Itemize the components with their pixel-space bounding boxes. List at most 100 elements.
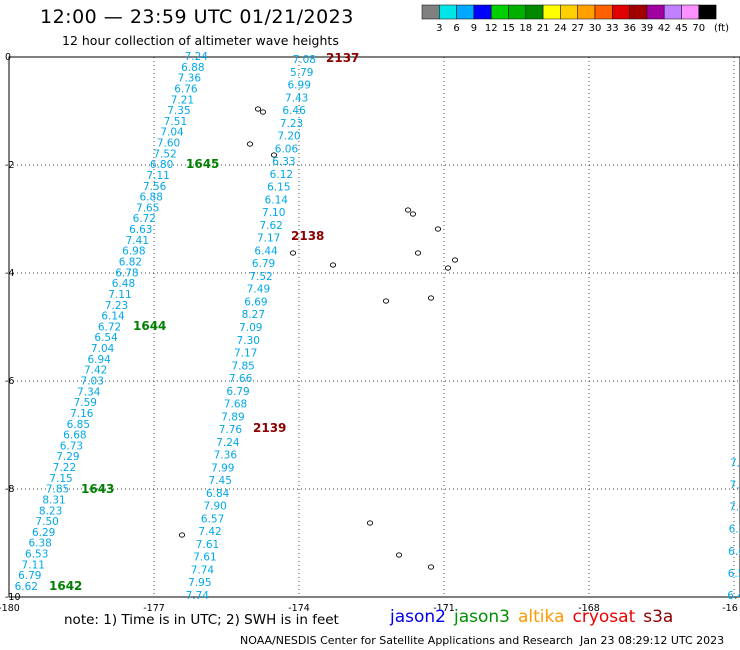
scale-unit-label: (ft) [714, 23, 729, 34]
wave-height-label: 7.90 [203, 501, 226, 513]
satellite-legend-entry: s3a [643, 607, 674, 627]
wave-height-label: 6.69 [244, 296, 267, 308]
wave-height-label: 6.48 [112, 278, 135, 290]
island-outline [444, 265, 452, 271]
wave-height-label: 7.29 [56, 451, 79, 463]
scale-tick-label: 9 [471, 23, 477, 34]
pass-number-label: 1645 [186, 157, 219, 171]
wave-height-label: 8.23 [39, 505, 62, 517]
wave-height-label: 7.23 [105, 300, 128, 312]
wave-height-label: 6.80 [150, 159, 173, 171]
pass-number-label: 1642 [49, 579, 82, 593]
wave-height-label: 6.57 [201, 513, 224, 525]
wave-height-label: 7.30 [237, 335, 260, 347]
scale-tick-label: 30 [589, 23, 602, 34]
satellite-legend-entry: jason3 [454, 607, 510, 627]
scale-tick-label: 70 [692, 23, 705, 34]
wave-height-label: 6.29 [32, 527, 55, 539]
wave-height-label: 7.66 [229, 373, 253, 385]
wave-height-label: 6.98 [122, 246, 145, 258]
x-tick-label: -177 [143, 603, 165, 614]
pass-number-label: 1643 [81, 482, 114, 496]
wave-height-label: 6.12 [270, 169, 293, 181]
wave-height-label: 6.33 [272, 156, 295, 168]
wave-height-label: 7.35 [167, 105, 190, 117]
wave-height-label: 7.89 [221, 411, 244, 423]
y-tick-label: -4 [5, 268, 14, 279]
satellite-legend-entry: cryosat [572, 607, 636, 627]
pass-number-label: 2139 [253, 421, 286, 435]
satellite-legend: jason2 jason3 altika cryosat s3a [390, 607, 681, 627]
wave-height-label: 7.04 [160, 127, 184, 139]
wave-height-label: 7.23 [280, 118, 303, 130]
wave-height-label: 6.14 [265, 194, 289, 206]
page-title: 12:00 — 23:59 UTC 01/21/2023 [40, 6, 354, 28]
y-tick-label: -10 [5, 592, 21, 603]
wave-height-label: 7.49 [247, 284, 270, 296]
wave-height-label: 7.74 [191, 564, 215, 576]
wave-height-label: 7.36 [178, 73, 202, 85]
wave-height-label: 7.11 [108, 289, 131, 301]
island-outline [270, 152, 278, 158]
wave-height-label: 7.43 [285, 92, 308, 104]
wave-height-label: 7.74 [186, 590, 210, 602]
wave-height-label: 7.17 [257, 233, 280, 245]
wave-height-label: 7.15 [49, 473, 72, 485]
generated-timestamp: Jan 23 08:29:12 UTC 2023 [580, 634, 725, 647]
scale-tick-label: 3 [436, 23, 442, 34]
wave-height-label: 7.51 [164, 116, 187, 128]
wave-height-label: 7.20 [277, 131, 300, 143]
wave-height-label: 6.85 [67, 419, 90, 431]
wave-height-label: 6.53 [25, 549, 48, 561]
island-outline [178, 532, 186, 538]
wave-height-label: 8.27 [242, 309, 265, 321]
wave-height-label: 7.50 [35, 516, 58, 528]
wave-height-label: 6.54 [94, 332, 118, 344]
x-tick-label: -171 [433, 603, 455, 614]
wave-height-label: 6.94 [87, 354, 111, 366]
wave-height-label: 6.15 [267, 182, 290, 194]
wave-height-label: 7.62 [259, 220, 282, 232]
wave-height-label: 7.52 [249, 271, 272, 283]
wave-height-label: 7.24 [216, 437, 240, 449]
island-outline [427, 564, 435, 570]
wave-height-label: 6.72 [133, 213, 156, 225]
scale-tick-label: 15 [502, 23, 515, 34]
wave-height-label: 7.99 [211, 462, 234, 474]
wave-height-label: 7.08 [293, 54, 316, 66]
color-scale-legend: 3 6 9 12 15 18 21 24 27 30 33 36 39 42 45 70 (ft) [421, 4, 729, 34]
wave-height-label: 6.5 [729, 524, 740, 536]
wave-height-label: 6.72 [98, 321, 121, 333]
scale-tick-label: 12 [485, 23, 498, 34]
wave-height-label: 7.45 [209, 475, 232, 487]
wave-height-label: 7.52 [153, 148, 176, 160]
satellite-legend-entry: altika [518, 607, 565, 627]
wave-height-label: 7.56 [143, 181, 167, 193]
wave-height-label: 7.21 [171, 94, 194, 106]
wave-height-label: 6.79 [252, 258, 275, 270]
wave-height-label: 7.42 [84, 365, 107, 377]
wave-height-label: 6.5 [728, 568, 740, 580]
wave-height-label: 7.11 [22, 559, 45, 571]
scale-tick-label: 21 [537, 23, 550, 34]
pass-number-label: 2137 [326, 51, 359, 65]
wave-height-label: 7.03 [81, 375, 104, 387]
footnote: note: 1) Time is in UTC; 2) SWH is in fe… [64, 612, 339, 628]
wave-height-label: 6.6 [728, 546, 740, 558]
island-outline [259, 109, 267, 115]
wave-height-label: 6.79 [18, 570, 41, 582]
scale-tick-label: 33 [606, 23, 619, 34]
scale-tick-label: 24 [554, 23, 567, 34]
wave-height-label: 7.65 [136, 202, 159, 214]
wave-height-label: 7.24 [185, 51, 209, 63]
wave-height-label: 7.42 [198, 526, 221, 538]
scale-tick-label: 6 [453, 23, 459, 34]
scale-tick-label: 39 [641, 23, 654, 34]
wave-height-label: 6.88 [181, 62, 204, 74]
wave-height-label: 7.22 [53, 462, 76, 474]
x-tick-label: -174 [288, 603, 310, 614]
island-outline [434, 226, 442, 232]
wave-height-label: 7.68 [224, 399, 247, 411]
wave-height-label: 6.44 [254, 245, 278, 257]
